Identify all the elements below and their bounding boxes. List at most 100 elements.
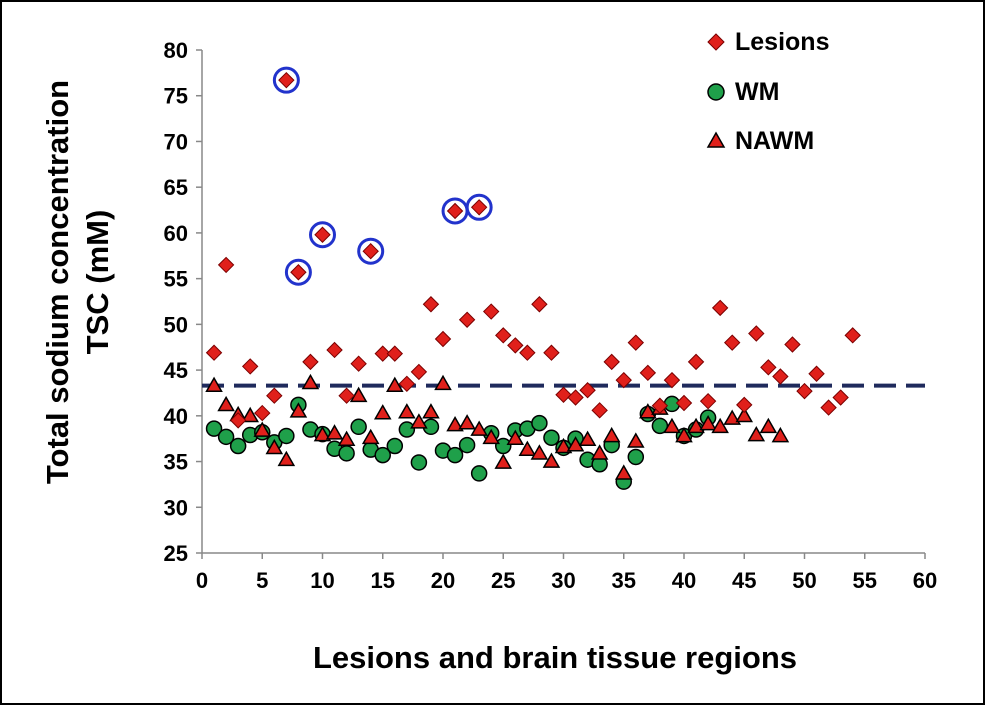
point-wm	[217, 428, 235, 446]
point-nawm	[735, 406, 754, 423]
point-lesion	[760, 359, 777, 376]
point-nawm	[217, 395, 235, 412]
point-wm	[374, 446, 391, 464]
y-tick-label: 45	[164, 358, 188, 383]
point-lesion	[482, 303, 500, 320]
point-nawm	[277, 450, 296, 467]
x-tick-label: 55	[853, 568, 877, 593]
point-lesion	[687, 353, 705, 371]
series-layer	[205, 66, 861, 490]
point-lesion	[217, 256, 235, 274]
highlight-circle	[272, 66, 300, 94]
point-lesion	[338, 387, 355, 404]
point-nawm	[723, 409, 741, 425]
point-lesion	[748, 325, 765, 342]
point-wm	[229, 437, 247, 455]
x-tick-label: 10	[310, 568, 334, 593]
x-tick-label: 60	[913, 568, 937, 593]
series-nawm	[205, 373, 790, 480]
point-lesion	[579, 382, 596, 399]
y-axis-label-line1: Total sodium concentration	[40, 80, 75, 484]
point-lesion	[254, 404, 271, 422]
point-wm	[458, 436, 476, 454]
point-nawm	[361, 428, 380, 445]
point-wm	[278, 427, 295, 445]
point-nawm	[542, 452, 561, 468]
point-lesion	[278, 71, 295, 89]
point-nawm	[699, 415, 717, 431]
point-lesion	[675, 394, 693, 412]
point-wm	[205, 420, 223, 437]
point-lesion	[699, 392, 717, 410]
point-lesion	[398, 375, 416, 393]
point-lesion	[615, 371, 632, 389]
point-lesion	[723, 334, 741, 351]
point-lesion	[507, 337, 524, 354]
y-tick-label: 40	[164, 404, 188, 429]
y-tick-label: 70	[164, 129, 188, 154]
point-lesion	[651, 397, 669, 414]
point-lesion	[519, 344, 536, 361]
point-nawm	[554, 437, 573, 454]
point-lesion	[374, 345, 391, 362]
y-tick-label: 35	[164, 450, 188, 475]
point-lesion	[446, 202, 464, 220]
x-tick-label: 40	[672, 568, 696, 593]
point-nawm	[602, 426, 621, 443]
point-lesion	[350, 355, 367, 372]
point-nawm	[410, 413, 428, 429]
legend: Lesions WM NAWM	[706, 28, 829, 155]
y-tick-label: 30	[164, 495, 188, 520]
point-nawm	[578, 430, 597, 446]
point-lesion	[796, 382, 813, 400]
point-nawm	[627, 432, 645, 448]
series-lesions	[205, 71, 861, 429]
point-nawm	[422, 403, 440, 419]
point-lesion	[362, 242, 379, 260]
point-nawm	[434, 374, 452, 391]
point-lesion	[422, 296, 440, 313]
point-nawm	[518, 440, 537, 457]
x-tick-label: 45	[732, 568, 756, 593]
point-wm	[386, 437, 404, 455]
point-nawm	[590, 444, 609, 460]
point-nawm	[470, 420, 488, 436]
point-nawm	[506, 429, 525, 446]
point-lesion	[844, 327, 861, 344]
point-lesion	[434, 330, 452, 348]
legend-label-nawm: NAWM	[735, 127, 814, 155]
point-nawm	[759, 417, 778, 434]
point-wm	[410, 454, 428, 471]
point-lesion	[591, 402, 608, 419]
point-lesion	[711, 299, 729, 317]
point-nawm	[265, 438, 284, 455]
legend-marker-nawm	[706, 131, 726, 148]
point-nawm	[446, 415, 464, 432]
legend-marker-lesions	[707, 33, 725, 51]
axes-layer: 25 30 35 40 45 50 55 60 65 70 75 80 0 5 10 15 20 25 30 35 40…	[164, 38, 938, 593]
x-tick-label: 30	[551, 568, 575, 593]
point-nawm	[675, 426, 693, 443]
legend-item-nawm: NAWM	[706, 127, 814, 155]
y-tick-label: 50	[164, 312, 188, 337]
point-wm	[338, 445, 355, 462]
legend-item-lesions: Lesions	[707, 28, 829, 56]
y-axis-label: Total sodium concentration TSC (mM)	[40, 80, 115, 484]
point-nawm	[566, 436, 585, 452]
point-wm	[398, 421, 416, 438]
point-lesion	[229, 412, 247, 429]
y-tick-label: 75	[164, 84, 188, 109]
point-lesion	[639, 364, 657, 382]
highlight-circles	[272, 66, 493, 286]
y-tick-label: 65	[164, 175, 188, 200]
point-nawm	[687, 417, 705, 434]
point-lesion	[386, 345, 404, 362]
point-nawm	[530, 444, 549, 460]
point-nawm	[205, 376, 223, 393]
point-nawm	[747, 426, 766, 442]
point-nawm	[373, 404, 392, 420]
legend-item-wm: WM	[707, 78, 779, 106]
point-nawm	[458, 414, 476, 430]
point-lesion	[531, 296, 548, 313]
